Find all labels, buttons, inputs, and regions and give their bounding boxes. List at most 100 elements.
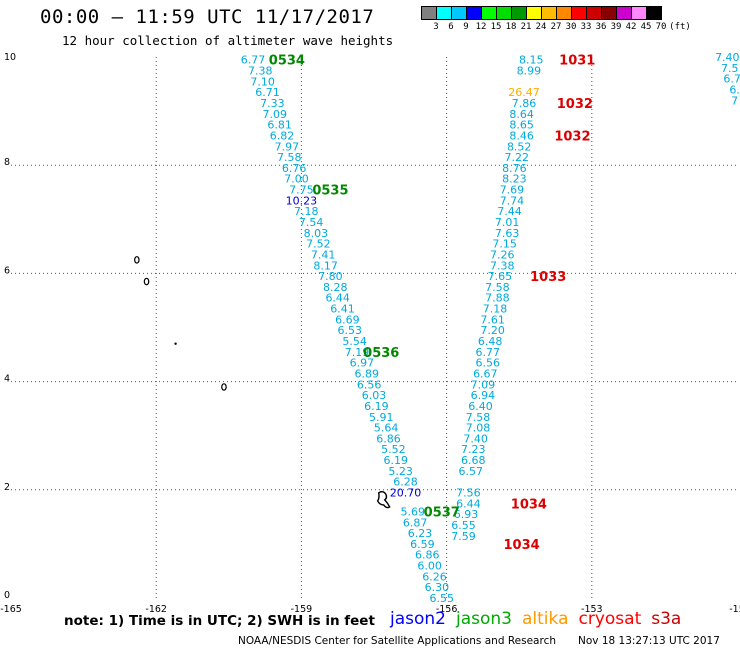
swh-value-label: 7.19 [345,346,370,359]
y-tick-label: 0 [4,590,10,601]
swh-value-label: 6.03 [362,389,387,402]
swh-value-label: 7.88 [485,292,510,305]
legend-jason2: jason2 [390,609,446,629]
color-scale-label: 24 [535,22,547,32]
color-scale-label: 33 [580,22,592,32]
swh-value-label: 7.26 [490,248,515,261]
swh-value-label: 7.58 [485,281,510,294]
island-outline [143,277,150,286]
color-scale-label: 36 [595,22,607,32]
swh-value-label: 6.19 [364,400,389,413]
chart-subtitle: 12 hour collection of altimeter wave hei… [62,33,394,48]
color-scale-label: (ft) [669,22,691,32]
island-outline [221,383,227,391]
swh-value-label: 8.17 [313,259,338,272]
swh-value-label: 6.55 [430,592,455,605]
time-annotation-label: 1031 [559,54,595,69]
color-scale-label: 15 [490,22,502,32]
swh-value-label: 7.10 [250,75,275,88]
color-scale-label: 27 [550,22,562,32]
swh-value-label: 6.97 [350,357,375,370]
swh-value-label: 8.28 [323,281,348,294]
credit-text: NOAA/NESDIS Center for Satellite Applica… [238,635,556,647]
swh-value-label: 7.09 [471,378,496,391]
legend-jason3: jason3 [456,609,512,629]
y-tick-label: 2 [4,482,10,493]
swh-value-label: 6.71 [255,86,280,99]
swh-value-label: 7.00 [284,173,309,186]
swh-value-label: 10.23 [286,194,318,207]
time-annotation-label: 1034 [504,538,540,553]
swh-value-label: 7.23 [461,443,486,456]
color-scale-label: 3 [433,22,439,32]
swh-value-label: 7.65 [488,270,513,283]
swh-value-label: 6.86 [415,549,440,562]
color-scale-label: 42 [625,22,637,32]
swh-value-label: 6.76 [282,162,307,175]
color-scale-label: 70 [655,22,667,32]
swh-value-label: 6.57 [459,465,484,478]
swh-value-label: 7.18 [483,303,508,316]
swh-value-label: 8.76 [502,162,527,175]
time-annotation-label: 1033 [530,270,566,285]
island-outline [134,256,140,264]
swh-value-label: 7.56 [456,487,481,500]
swh-value-label: 6.59 [410,538,435,551]
x-tick-label: -162 [145,604,167,615]
swh-value-label: 8.03 [304,227,329,240]
swh-value-label: 6.53 [338,324,363,337]
swh-value-label: 5.91 [369,411,394,424]
time-annotation-label: 0536 [363,346,399,361]
swh-value-label: 6.00 [417,560,442,573]
color-scale-label: 45 [640,22,652,32]
swh-value-label: 6.55 [451,519,476,532]
swh-value-label: 6.68 [461,454,486,467]
swh-value-label: 8.52 [507,140,532,153]
y-tick-label: 6 [4,265,10,276]
swh-value-label: 6.93 [454,508,479,521]
swh-value-label: 8.64 [509,108,534,121]
swh-value-label: 6.30 [425,581,450,594]
swh-value-label: 7.33 [260,97,285,110]
swh-value-label: 6.69 [335,313,360,326]
color-scale-label: 9 [463,22,469,32]
legend-s3a: s3a [651,609,682,629]
swh-value-label: 7.08 [466,422,491,435]
swh-value-label: 6. [729,83,740,96]
time-annotation-label: 1032 [554,129,590,144]
swh-value-label: 7.58 [277,151,302,164]
swh-value-label: 7.01 [495,216,520,229]
swh-value-label: 6.81 [267,119,292,132]
swh-value-label: 7.44 [497,205,522,218]
swh-value-label: 6.94 [471,389,496,402]
swh-value-label: 6.67 [473,367,498,380]
swh-value-label: 8.65 [509,119,534,132]
swh-value-label: 7.58 [466,411,491,424]
swh-value-label: 6.87 [403,516,428,529]
swh-value-label: 7.18 [294,205,319,218]
swh-value-label: 26.47 [508,86,540,99]
units-note: note: 1) Time is in UTC; 2) SWH is in fe… [64,613,375,629]
time-annotation-label: 0534 [269,54,305,69]
chart-title: 00:00 — 11:59 UTC 11/17/2017 [40,6,375,28]
swh-value-label: 7.75 [289,184,314,197]
swh-value-label: 8.99 [517,65,542,78]
swh-value-label: 7.5 [721,62,739,75]
color-scale-label: 18 [505,22,517,32]
color-scale-label: 39 [610,22,622,32]
time-annotation-label: 0535 [312,184,348,199]
swh-value-label: 6.23 [408,527,433,540]
swh-value-label: 5.69 [400,505,425,518]
time-annotation-label: 1034 [511,497,547,512]
swh-value-label: 6.77 [241,54,266,67]
x-tick-label: -15 [729,604,740,615]
swh-value-label: 6.28 [393,476,418,489]
x-tick-label: -159 [291,604,313,615]
swh-value-label: 7.41 [311,248,336,261]
swh-value-label: 7.86 [512,97,537,110]
swh-value-label: 20.70 [390,487,422,500]
swh-value-label: 7.40 [463,432,488,445]
swh-value-label: 6.77 [475,346,500,359]
swh-value-label: 6.86 [376,432,401,445]
